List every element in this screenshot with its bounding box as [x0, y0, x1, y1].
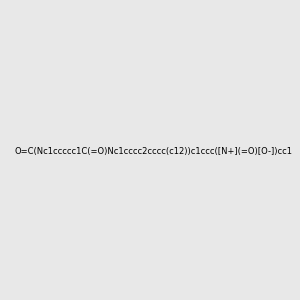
Text: O=C(Nc1ccccc1C(=O)Nc1cccc2cccc(c12))c1ccc([N+](=O)[O-])cc1: O=C(Nc1ccccc1C(=O)Nc1cccc2cccc(c12))c1cc…	[15, 147, 293, 156]
